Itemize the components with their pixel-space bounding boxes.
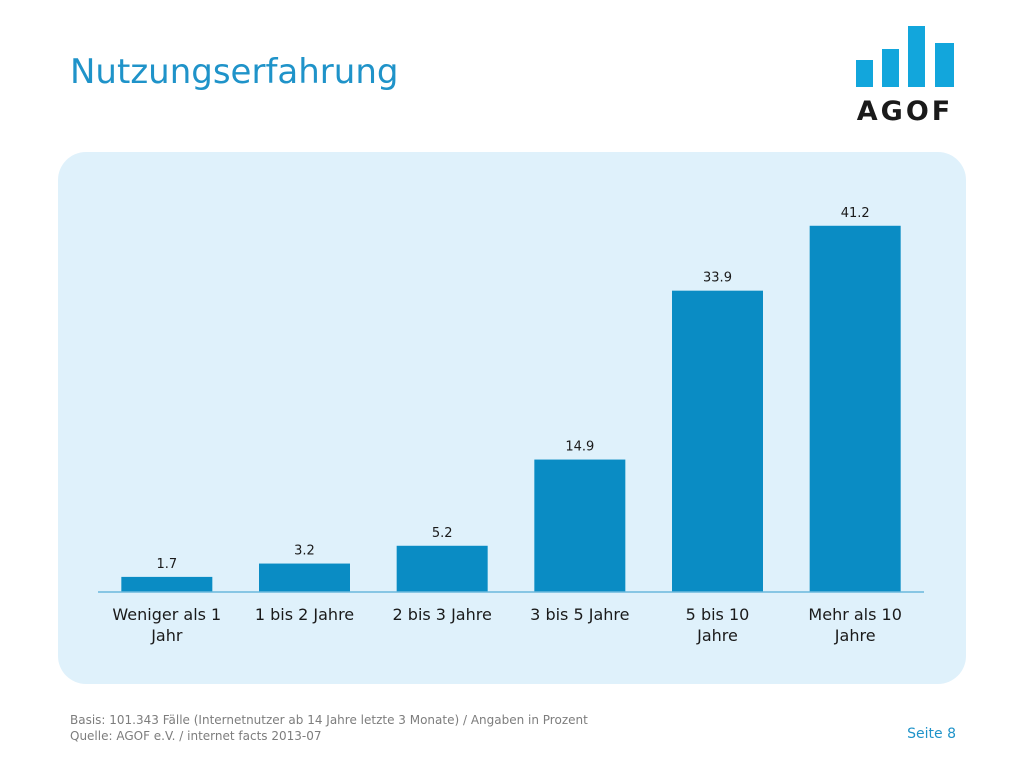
agof-logo: AGOF (852, 24, 960, 127)
data-label-5: 33.9 (703, 271, 732, 286)
data-label-4: 14.9 (565, 440, 594, 455)
bar-logo-icon (856, 26, 954, 87)
category-label-1: Weniger als 1 (112, 605, 221, 624)
bar-3 (396, 545, 488, 592)
bar-4 (534, 459, 626, 592)
bar-6 (809, 225, 901, 592)
data-label-6: 41.2 (841, 206, 870, 221)
data-label-3: 5.2 (432, 526, 453, 541)
bar-chart: 1.7 Weniger als 1 Jahr 3.2 1 bis 2 Jahre 5.2 2… (98, 206, 924, 645)
category-label-4: 3 bis 5 Jahre (530, 605, 629, 624)
logo-text: AGOF (856, 96, 954, 127)
bar-1 (121, 576, 213, 592)
data-label-2: 3.2 (294, 544, 315, 559)
data-label-1: 1.7 (156, 557, 177, 572)
page-title: Nutzungserfahrung (70, 52, 399, 92)
footer-basis: Basis: 101.343 Fälle (Internetnutzer ab … (70, 713, 588, 727)
category-label-3: 2 bis 3 Jahre (393, 605, 492, 624)
page-number: Seite 8 (907, 726, 956, 742)
category-label-1: Jahr (150, 626, 183, 645)
category-label-2: 1 bis 2 Jahre (255, 605, 354, 624)
bar-2 (259, 563, 350, 592)
category-label-6: Mehr als 10 (808, 605, 901, 624)
footer-source: Quelle: AGOF e.V. / internet facts 2013-… (70, 729, 322, 743)
bar-5 (672, 290, 763, 592)
category-label-6: Jahre (834, 626, 876, 645)
category-label-5: 5 bis 10 (686, 605, 750, 624)
chart-panel: 1.7 Weniger als 1 Jahr 3.2 1 bis 2 Jahre 5.2 2… (58, 152, 966, 684)
category-label-5: Jahre (696, 626, 738, 645)
footer-notes: Basis: 101.343 Fälle (Internetnutzer ab … (70, 712, 588, 744)
